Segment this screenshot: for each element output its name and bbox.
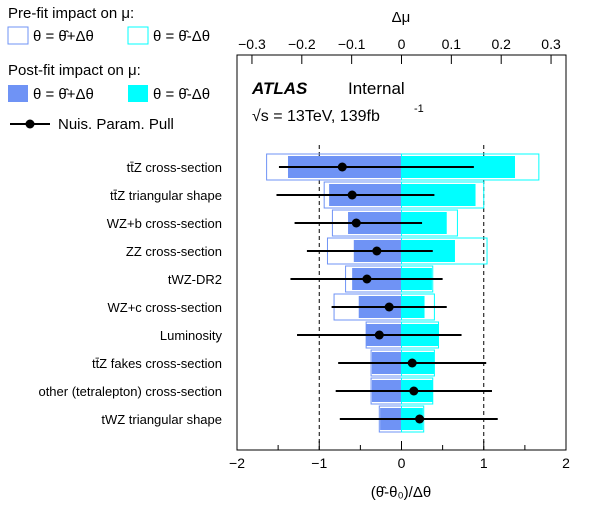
- legend-prefit-header: Pre-fit impact on μ:: [8, 5, 134, 22]
- bottom-tick-label: 1: [480, 455, 488, 471]
- pull-marker: [372, 246, 382, 256]
- pull-marker: [407, 358, 417, 368]
- parameter-labels: tt̄Z cross-section tt̄Z triangular shape W…: [38, 160, 222, 427]
- parameter-label: ZZ cross-section: [126, 244, 222, 259]
- top-tick-label: 0.1: [442, 36, 462, 52]
- top-tick-label: 0.2: [491, 36, 511, 52]
- legend-pull-marker: [25, 119, 35, 129]
- parameter-label: other (tetralepton) cross-section: [38, 384, 222, 399]
- impact-bars: [266, 153, 540, 433]
- legend-postfit-up-label: θ = θ̂+Δθ: [33, 86, 94, 103]
- pull-marker: [384, 302, 394, 312]
- legend-prefit-down-label: θ = θ̂-Δθ: [153, 28, 210, 45]
- bottom-tick-label: 0: [398, 455, 406, 471]
- top-tick-label: −0.1: [338, 36, 366, 52]
- top-tick-label: −0.2: [288, 36, 316, 52]
- top-axis-title: Δμ: [392, 9, 411, 26]
- parameter-label: tt̄Z fakes cross-section: [92, 356, 222, 371]
- legend-postfit-down-label: θ = θ̂-Δθ: [153, 86, 210, 103]
- energy-label-superscript: -1: [414, 103, 424, 115]
- top-axis: −0.3 −0.2 −0.1 0 0.1 0.2 0.3: [238, 36, 561, 64]
- top-tick-label: 0.3: [541, 36, 561, 52]
- pull-marker: [337, 162, 347, 172]
- pull-marker: [409, 386, 419, 396]
- legend-prefit-up-swatch: [7, 26, 29, 45]
- parameter-label: tt̄Z triangular shape: [110, 188, 222, 203]
- parameter-label: tWZ-DR2: [168, 272, 222, 287]
- top-tick-label: 0: [398, 36, 406, 52]
- bottom-tick-label: −2: [229, 455, 245, 471]
- parameter-label: Luminosity: [160, 328, 223, 343]
- pull-marker: [374, 330, 384, 340]
- legend-postfit-down-swatch: [128, 85, 148, 102]
- top-tick-label: −0.3: [238, 36, 266, 52]
- legend-postfit-header: Post-fit impact on μ:: [8, 62, 141, 79]
- bottom-axis: −2 −1 0 1 2: [229, 441, 570, 471]
- parameter-label: tWZ triangular shape: [101, 412, 222, 427]
- pull-marker: [362, 274, 372, 284]
- pull-markers: [276, 162, 498, 424]
- parameter-label: WZ+b cross-section: [107, 216, 222, 231]
- internal-label: Internal: [348, 79, 405, 98]
- legend: Pre-fit impact on μ: θ = θ̂+Δθ θ = θ̂-Δθ…: [7, 5, 210, 133]
- pull-marker: [415, 414, 425, 424]
- postfit-down-bar: [401, 184, 476, 206]
- pull-marker: [347, 190, 357, 200]
- parameter-label: WZ+c cross-section: [108, 300, 223, 315]
- parameter-label: tt̄Z cross-section: [127, 160, 222, 175]
- legend-postfit-up-swatch: [8, 85, 28, 102]
- atlas-label: ATLAS: [251, 79, 308, 98]
- bottom-axis-title: (θ̂-θ₀)/Δθ: [371, 484, 431, 501]
- legend-prefit-up-label: θ = θ̂+Δθ: [33, 28, 94, 45]
- energy-label: √s = 13TeV, 139fb: [252, 108, 380, 125]
- bottom-tick-label: −1: [311, 455, 327, 471]
- pull-marker: [351, 218, 361, 228]
- bottom-tick-label: 2: [562, 455, 570, 471]
- legend-pull-label: Nuis. Param. Pull: [58, 116, 174, 133]
- postfit-down-bar: [401, 212, 447, 234]
- legend-prefit-down-swatch: [127, 26, 149, 45]
